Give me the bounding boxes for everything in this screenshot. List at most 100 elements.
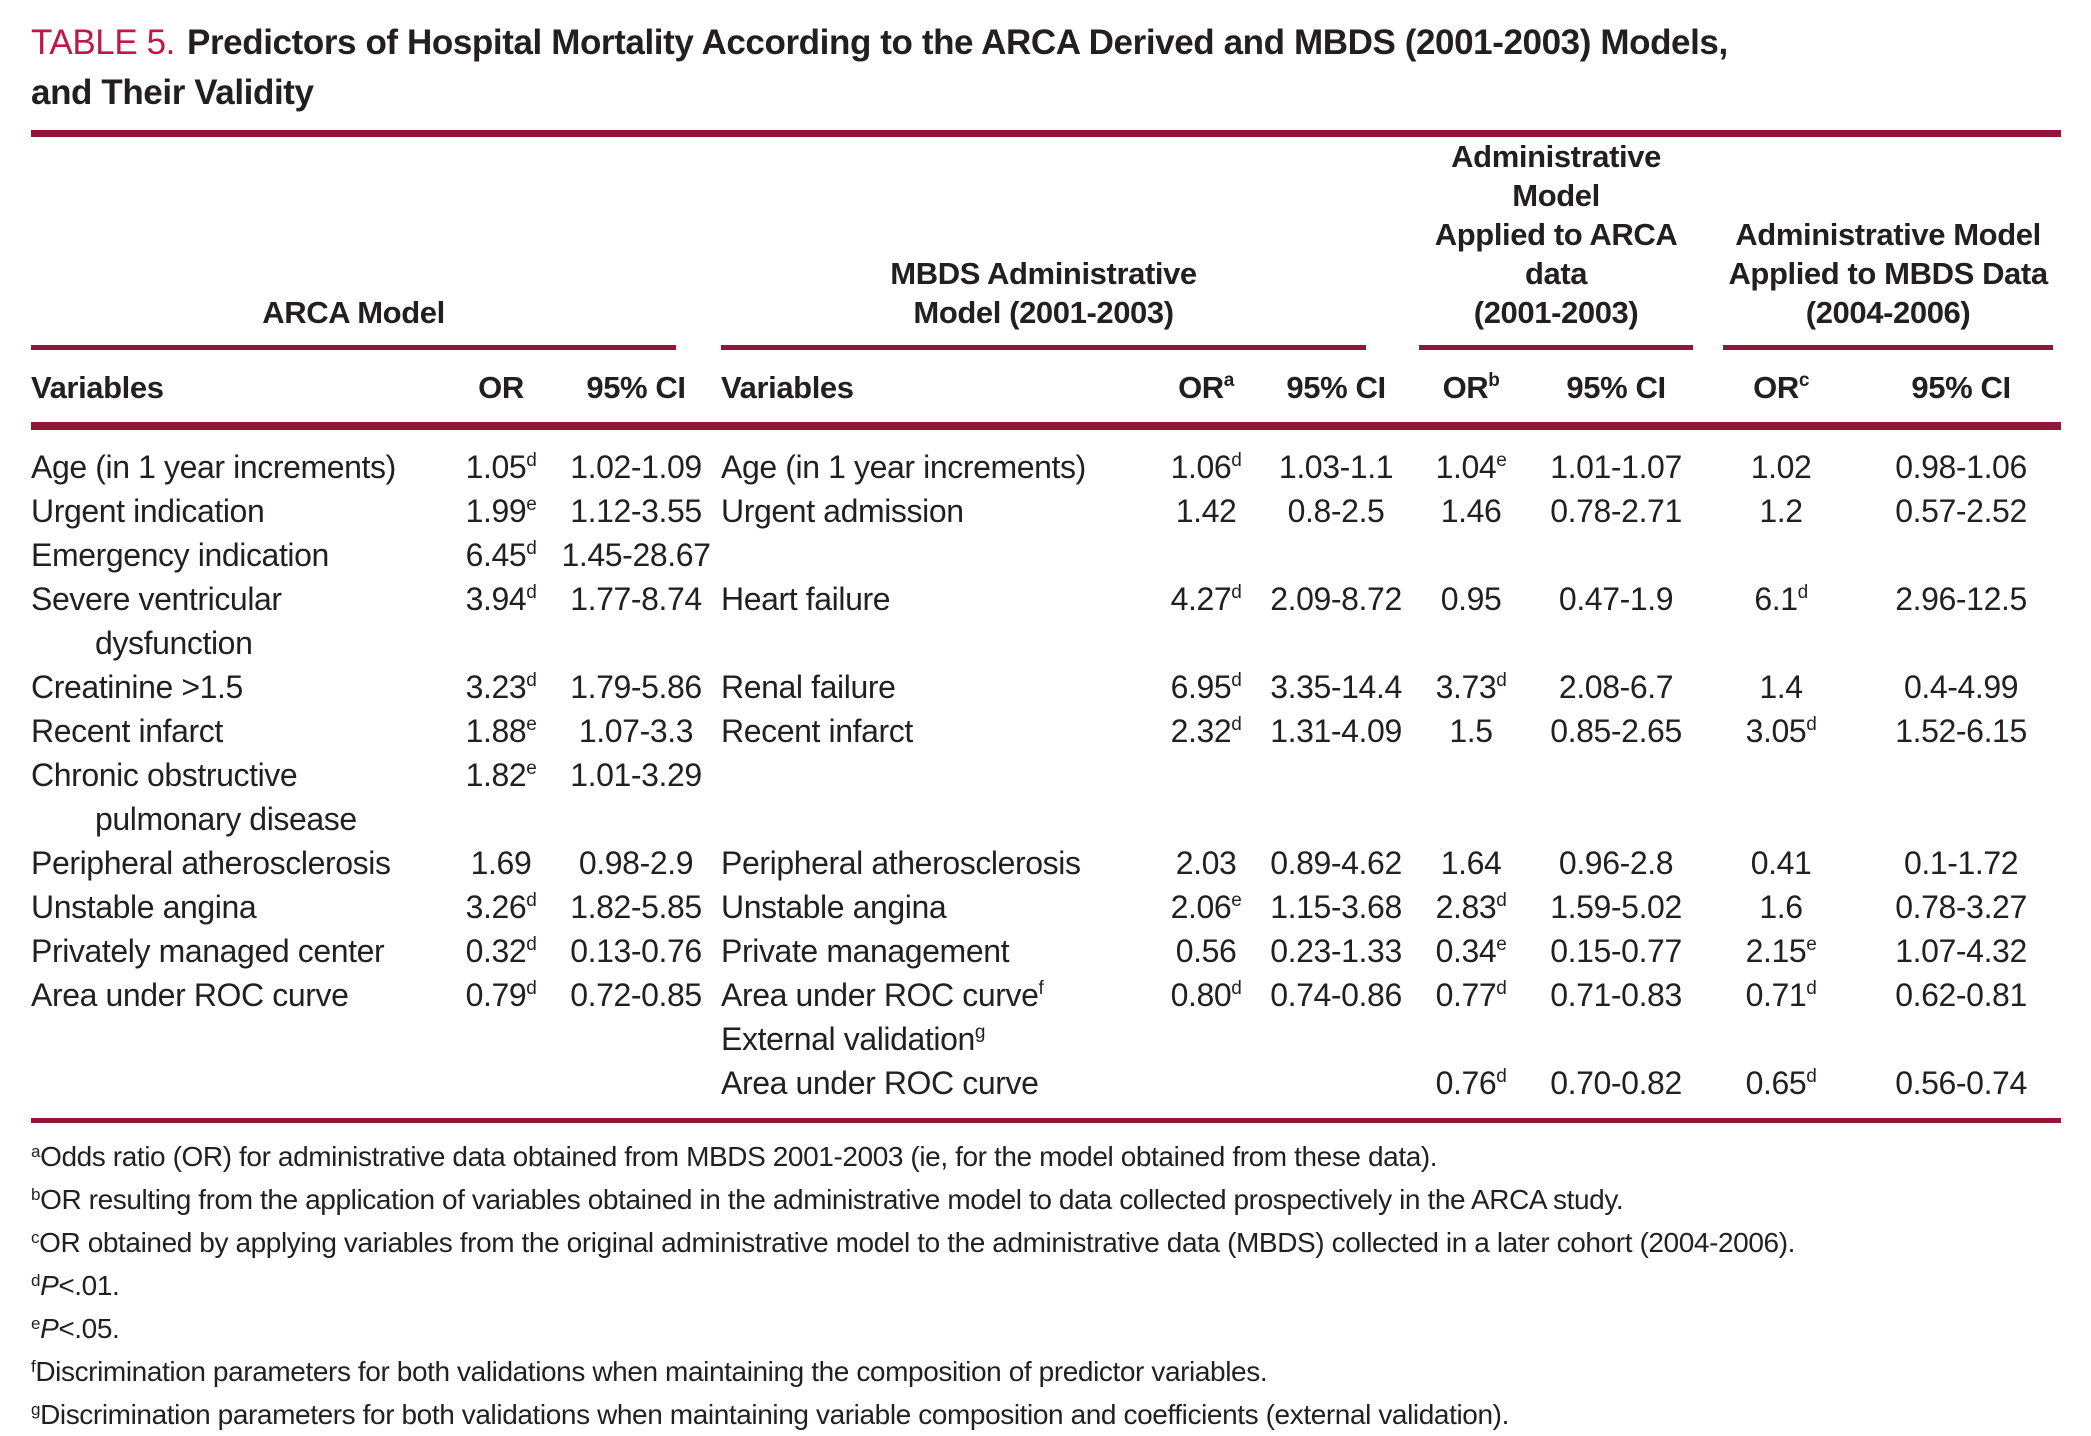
mbds-variable-cell: Unstable angina <box>721 889 947 925</box>
applied-arca-or-cell: 0.95 <box>1440 581 1502 617</box>
arca-or-cell: 0.79d <box>465 977 537 1013</box>
mbds-or-cell: 2.32d <box>1170 713 1242 749</box>
arca-variable-cell <box>31 1017 451 1061</box>
col-header-ci-applied-arca: 95% CI <box>1531 350 1702 430</box>
table-row: Area under ROC curve 0.76d 0.70-0.82 0.6… <box>31 1061 2061 1115</box>
footnote-g: gDiscrimination parameters for both vali… <box>31 1399 1509 1430</box>
applied-mbds-ci-cell: 0.1-1.72 <box>1903 845 2019 881</box>
mbds-ci-cell <box>1261 533 1411 577</box>
table-row: Emergency indication 6.45d 1.45-28.67 <box>31 533 2061 577</box>
applied-mbds-or-cell <box>1701 753 1861 841</box>
col-header-variables-mbds: Variables <box>721 350 1152 430</box>
mbds-ci-cell: 0.23-1.33 <box>1270 933 1402 969</box>
mbds-ci-cell <box>1261 1017 1411 1061</box>
arca-or-cell <box>451 1017 551 1061</box>
mbds-variable-cell: Peripheral atherosclerosis <box>721 845 1081 881</box>
mbds-variable-cell <box>721 533 1151 577</box>
mbds-variable-cell: Recent infarct <box>721 713 913 749</box>
applied-arca-ci-cell <box>1531 753 1701 841</box>
arca-variable-cell: Privately managed center <box>31 933 385 969</box>
table-row: Severe ventricular dysfunction 3.94d 1.7… <box>31 577 2061 665</box>
mbds-or-cell: 1.06d <box>1170 449 1242 485</box>
applied-arca-ci-cell <box>1531 533 1701 577</box>
col-header-ci-applied-mbds: 95% CI <box>1861 350 2062 430</box>
mbds-or-cell <box>1151 1017 1261 1061</box>
applied-mbds-ci-cell <box>1861 1017 2061 1061</box>
arca-ci-cell <box>551 1061 721 1115</box>
mbds-ci-cell: 3.35-14.4 <box>1270 669 1402 705</box>
arca-ci-cell: 1.01-3.29 <box>570 757 702 793</box>
mbds-ci-cell <box>1261 1061 1411 1115</box>
arca-or-cell: 3.26d <box>465 889 537 925</box>
arca-ci-cell: 1.79-5.86 <box>570 669 702 705</box>
arca-or-cell: 1.88e <box>465 713 537 749</box>
mbds-variable-cell: Age (in 1 year increments) <box>721 449 1086 485</box>
table-row: Recent infarct 1.88e 1.07-3.3 Recent inf… <box>31 709 2061 753</box>
arca-variable-cell: Peripheral atherosclerosis <box>31 845 391 881</box>
mbds-variable-cell: Urgent admission <box>721 493 964 529</box>
col-header-ci-arca: 95% CI <box>551 350 722 430</box>
top-rule <box>31 130 2061 137</box>
arca-variable-cell: Age (in 1 year increments) <box>31 449 396 485</box>
applied-arca-ci-cell: 0.70-0.82 <box>1550 1065 1682 1101</box>
applied-arca-ci-cell: 2.08-6.7 <box>1558 669 1674 705</box>
group-admin-model-mbds-data: Administrative Model Applied to MBDS Dat… <box>1701 137 2061 350</box>
footnote-c: cOR obtained by applying variables from … <box>31 1227 1795 1258</box>
arca-or-cell: 1.82e <box>465 757 537 793</box>
mbds-ci-cell: 1.31-4.09 <box>1270 713 1402 749</box>
applied-arca-ci-cell: 0.78-2.71 <box>1550 493 1682 529</box>
applied-mbds-ci-cell <box>1861 753 2061 841</box>
mbds-or-cell <box>1151 533 1261 577</box>
group-header-row: ARCA Model MBDS Administrative Model (20… <box>31 137 2061 350</box>
table-row: Area under ROC curve 0.79d 0.72-0.85 Are… <box>31 973 2061 1017</box>
mbds-ci-cell <box>1261 753 1411 841</box>
mbds-ci-cell: 0.89-4.62 <box>1270 845 1402 881</box>
applied-arca-or-cell: 3.73d <box>1435 669 1507 705</box>
applied-mbds-or-cell: 0.71d <box>1745 977 1817 1013</box>
mbds-ci-cell: 2.09-8.72 <box>1270 581 1402 617</box>
table-row: Privately managed center 0.32d 0.13-0.76… <box>31 929 2061 973</box>
applied-mbds-or-cell: 3.05d <box>1745 713 1817 749</box>
mbds-or-cell: 4.27d <box>1170 581 1242 617</box>
applied-mbds-ci-cell: 0.56-0.74 <box>1895 1065 2027 1101</box>
applied-arca-or-cell: 1.5 <box>1449 713 1493 749</box>
col-header-ci-mbds: 95% CI <box>1261 350 1412 430</box>
arca-variable-cell: Severe ventricular dysfunction <box>31 581 282 661</box>
applied-mbds-or-cell: 1.6 <box>1759 889 1803 925</box>
applied-arca-or-cell: 0.34e <box>1435 933 1507 969</box>
mbds-variable-cell: Area under ROC curvef <box>721 977 1044 1013</box>
applied-arca-or-cell <box>1411 533 1531 577</box>
applied-arca-or-cell <box>1411 1017 1531 1061</box>
mbds-variable-cell: Heart failure <box>721 581 891 617</box>
footnote-f: fDiscrimination parameters for both vali… <box>31 1356 1268 1387</box>
mbds-or-cell: 0.80d <box>1170 977 1242 1013</box>
applied-mbds-or-cell: 0.65d <box>1745 1065 1817 1101</box>
mbds-or-cell: 0.56 <box>1175 933 1237 969</box>
applied-mbds-ci-cell: 2.96-12.5 <box>1895 581 2027 617</box>
applied-arca-ci-cell: 0.85-2.65 <box>1550 713 1682 749</box>
applied-mbds-or-cell: 6.1d <box>1754 581 1808 617</box>
arca-variable-cell: Recent infarct <box>31 713 223 749</box>
applied-arca-ci-cell: 0.71-0.83 <box>1550 977 1682 1013</box>
table-number-label: TABLE 5. <box>31 23 175 62</box>
applied-arca-ci-cell: 0.15-0.77 <box>1550 933 1682 969</box>
group-arca-model: ARCA Model <box>31 137 721 350</box>
applied-arca-ci-cell <box>1531 1017 1701 1061</box>
arca-or-cell: 1.69 <box>470 845 532 881</box>
arca-variable-cell: Chronic obstructive pulmonary disease <box>31 757 357 837</box>
applied-mbds-ci-cell: 0.57-2.52 <box>1895 493 2027 529</box>
mbds-variable-cell: External validationg <box>721 1021 986 1057</box>
mbds-ci-cell: 1.03-1.1 <box>1278 449 1394 485</box>
col-header-or-arca: OR <box>451 350 551 430</box>
arca-or-cell: 6.45d <box>465 537 537 573</box>
table-row: Urgent indication 1.99e 1.12-3.55 Urgent… <box>31 489 2061 533</box>
applied-mbds-or-cell <box>1701 1017 1861 1061</box>
arca-variable-cell: Unstable angina <box>31 889 257 925</box>
arca-ci-cell <box>551 1017 721 1061</box>
mbds-ci-cell: 1.15-3.68 <box>1270 889 1402 925</box>
col-header-or-c: ORc <box>1701 350 1862 430</box>
table-title-text: Predictors of Hospital Mortality Accordi… <box>31 23 1728 112</box>
mbds-variable-cell <box>721 753 1151 841</box>
arca-ci-cell: 1.02-1.09 <box>570 449 702 485</box>
applied-mbds-or-cell: 1.02 <box>1750 449 1812 485</box>
